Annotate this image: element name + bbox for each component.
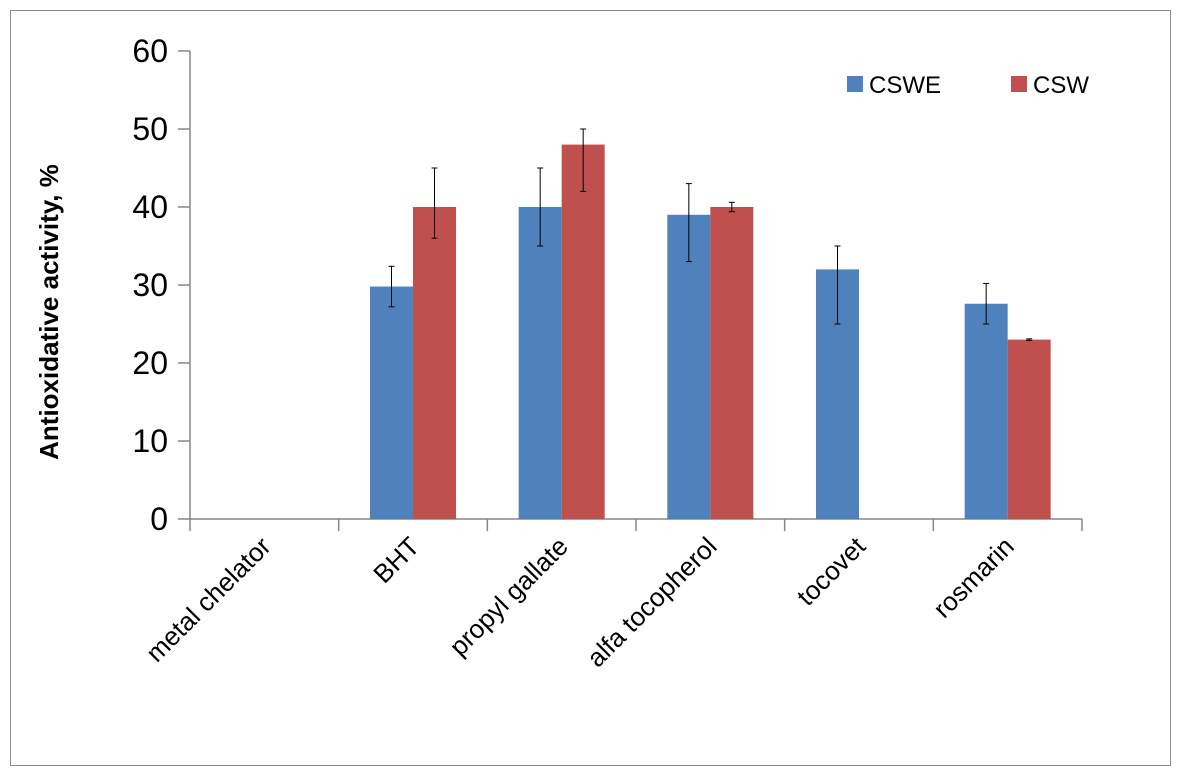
y-axis-title: Antioxidative activity, % — [34, 164, 64, 460]
y-tick-labels: 0 10 20 30 40 50 60 — [132, 33, 168, 537]
y-tick-label: 10 — [132, 423, 168, 459]
x-category-label: metal chelator — [140, 531, 277, 668]
bar-csw — [1007, 339, 1051, 519]
legend-swatch-csw — [1011, 76, 1027, 92]
bar-csw — [413, 207, 456, 519]
y-tick-label: 0 — [150, 501, 168, 537]
x-category-labels: metal chelator BHT propyl gallate alfa toco… — [140, 530, 1020, 672]
bar-cswe — [518, 207, 562, 519]
bar-csw — [561, 144, 605, 519]
bar-cswe — [667, 214, 711, 520]
error-bars — [388, 128, 1033, 341]
x-category-label: alfa tocopherol — [581, 531, 723, 673]
legend-label-cswe: CSWE — [869, 72, 941, 99]
bar-cswe — [370, 286, 413, 519]
y-tick-label: 40 — [132, 189, 168, 225]
y-tick-label: 60 — [132, 33, 168, 69]
legend-swatch-cswe — [847, 76, 863, 92]
x-category-label: BHT — [367, 531, 425, 589]
x-category-label: propyl gallate — [443, 531, 574, 662]
bar-csw — [710, 207, 754, 519]
legend: CSWE CSW — [847, 72, 1089, 99]
y-tick-label: 30 — [132, 267, 168, 303]
axes — [178, 50, 1083, 531]
y-tick-label: 50 — [132, 111, 168, 147]
legend-label-csw: CSW — [1033, 72, 1089, 99]
bar-cswe — [964, 303, 1008, 519]
x-category-label: tocovet — [791, 530, 872, 611]
y-tick-label: 20 — [132, 345, 168, 381]
bars — [370, 144, 1051, 520]
x-category-label: rosmarin — [927, 531, 1020, 624]
